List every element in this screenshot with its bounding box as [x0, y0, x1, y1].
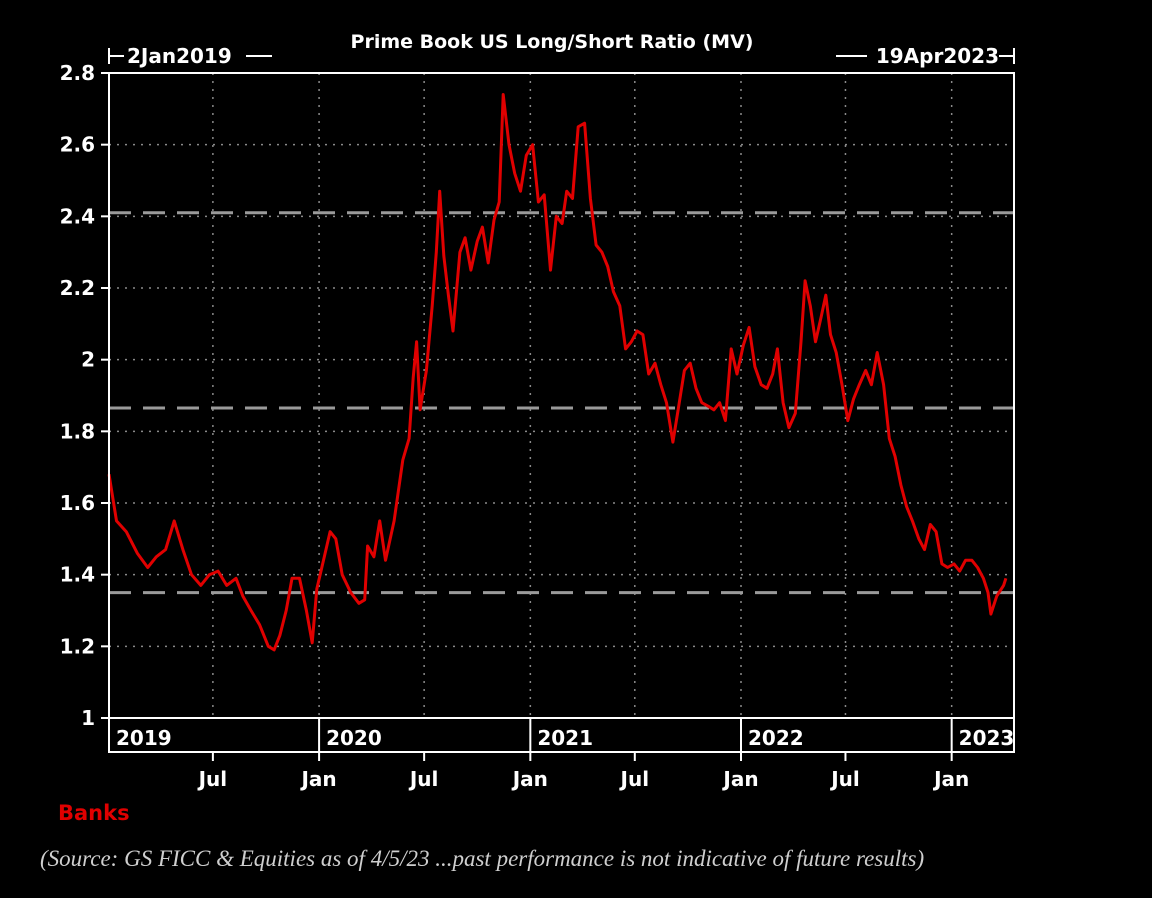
year-label: 2023 — [959, 726, 1015, 750]
x-tick-label: Jul — [197, 767, 228, 791]
date-range-end: 19Apr2023 — [836, 44, 1015, 68]
y-tick-label: 2.6 — [60, 133, 95, 157]
chart-title: Prime Book US Long/Short Ratio (MV) — [351, 31, 754, 53]
x-tick-label: Jul — [408, 767, 439, 791]
year-label: 2022 — [748, 726, 804, 750]
y-tick-label: 1 — [81, 706, 95, 730]
date-range-start: 2Jan2019 — [108, 44, 272, 68]
x-tick-label: Jan — [511, 767, 548, 791]
series-layer — [107, 93, 1008, 652]
x-tick-label: Jan — [721, 767, 758, 791]
y-tick-label: 2.4 — [60, 204, 95, 228]
legend-label-banks: Banks — [58, 801, 130, 825]
reference-lines — [109, 211, 1014, 595]
y-tick-label: 1.6 — [60, 491, 95, 515]
source-note: (Source: GS FICC & Equities as of 4/5/23… — [40, 846, 925, 871]
y-tick-label: 1.2 — [60, 634, 95, 658]
x-tick-label: Jul — [829, 767, 860, 791]
date-range-start-label: 2Jan2019 — [127, 44, 232, 68]
year-label: 2019 — [116, 726, 172, 750]
y-tick-label: 2 — [81, 348, 95, 372]
y-tick-label: 1.4 — [60, 563, 95, 587]
y-axis: 1 1.2 1.4 1.6 1.8 2 2.2 2.4 2.6 2.8 — [60, 61, 109, 730]
year-labels: 2019 2020 2021 2022 2023 — [109, 717, 1015, 752]
plot-frame — [108, 72, 1015, 753]
y-tick-label: 1.8 — [60, 419, 95, 443]
series-line-banks — [107, 93, 1008, 652]
y-tick-label: 2.2 — [60, 276, 95, 300]
x-tick-label: Jan — [299, 767, 336, 791]
y-tick-label: 2.8 — [60, 61, 95, 85]
year-label: 2020 — [326, 726, 382, 750]
x-tick-label: Jan — [932, 767, 969, 791]
year-label: 2021 — [537, 726, 593, 750]
grid-layer — [109, 73, 1014, 718]
x-tick-label: Jul — [619, 767, 650, 791]
x-axis: Jul Jan Jul Jan Jul Jan Jul Jan — [197, 752, 969, 791]
date-range-end-label: 19Apr2023 — [876, 44, 999, 68]
